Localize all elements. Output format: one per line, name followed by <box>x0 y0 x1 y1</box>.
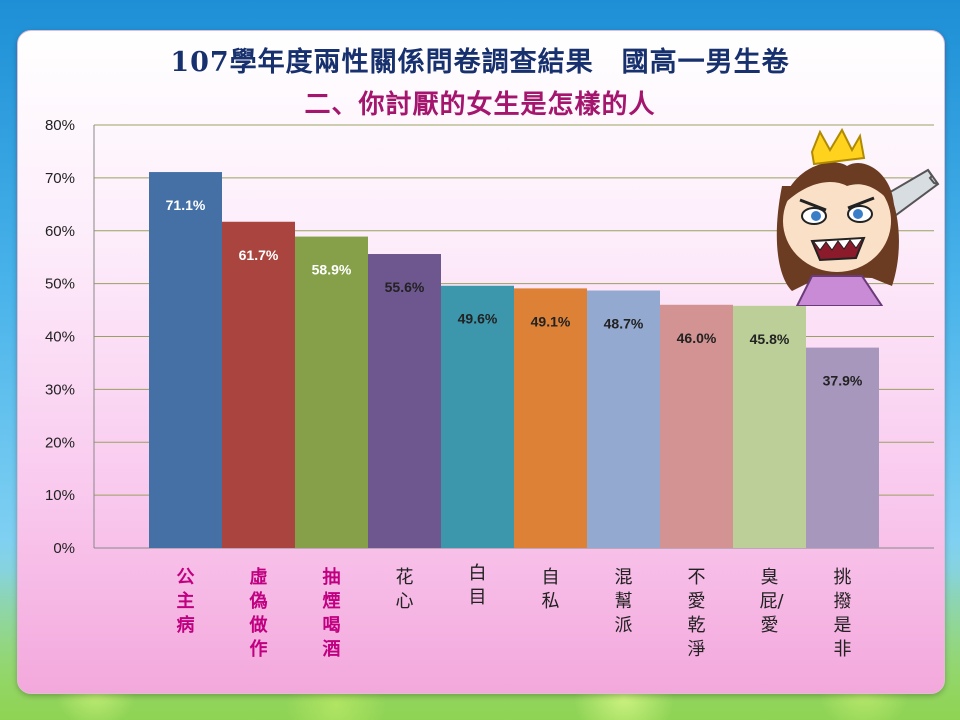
category-label: 自私 <box>541 567 560 612</box>
data-label: 45.8% <box>750 331 790 347</box>
bar <box>441 285 514 548</box>
data-label: 58.9% <box>312 262 352 278</box>
data-label: 49.1% <box>531 313 571 329</box>
data-label: 71.1% <box>166 197 206 213</box>
slide-title: 107學年度兩性關係問卷調查結果 國高一男生卷 <box>170 47 790 78</box>
y-tick-label: 50% <box>45 276 75 293</box>
data-label: 55.6% <box>385 279 425 295</box>
bar <box>149 172 222 548</box>
category-label: 臭屁/愛 <box>759 567 784 636</box>
data-label: 49.6% <box>458 311 498 327</box>
y-tick-label: 20% <box>45 434 75 451</box>
bar <box>368 254 441 548</box>
slide-subtitle: 二、你討厭的女生是怎樣的人 <box>304 90 656 120</box>
data-label: 46.0% <box>677 330 717 346</box>
bar <box>295 236 368 548</box>
category-label: 白目 <box>468 563 487 608</box>
bar <box>660 304 733 548</box>
y-tick-label: 70% <box>45 170 75 187</box>
data-label: 48.7% <box>604 315 644 331</box>
data-label: 61.7% <box>239 247 279 263</box>
category-label: 混幫派 <box>614 567 633 636</box>
category-label: 抽煙喝酒 <box>322 567 341 660</box>
category-label: 挑撥是非 <box>833 567 852 660</box>
category-label: 不愛乾淨 <box>687 567 706 660</box>
angry-princess-illustration <box>776 127 940 306</box>
y-tick-label: 0% <box>53 540 75 557</box>
data-label: 37.9% <box>823 373 863 389</box>
y-tick-label: 80% <box>45 117 75 134</box>
bar <box>806 347 879 548</box>
bar <box>222 221 295 549</box>
category-label: 公主病 <box>176 567 195 636</box>
bar <box>587 290 660 548</box>
y-tick-label: 60% <box>45 223 75 240</box>
category-label: 虛偽做作 <box>249 567 268 660</box>
y-tick-label: 30% <box>45 381 75 398</box>
bar <box>733 305 806 548</box>
y-tick-label: 40% <box>45 329 75 346</box>
y-tick-label: 10% <box>45 487 75 504</box>
bar <box>514 288 587 548</box>
category-label: 花心 <box>395 567 414 612</box>
